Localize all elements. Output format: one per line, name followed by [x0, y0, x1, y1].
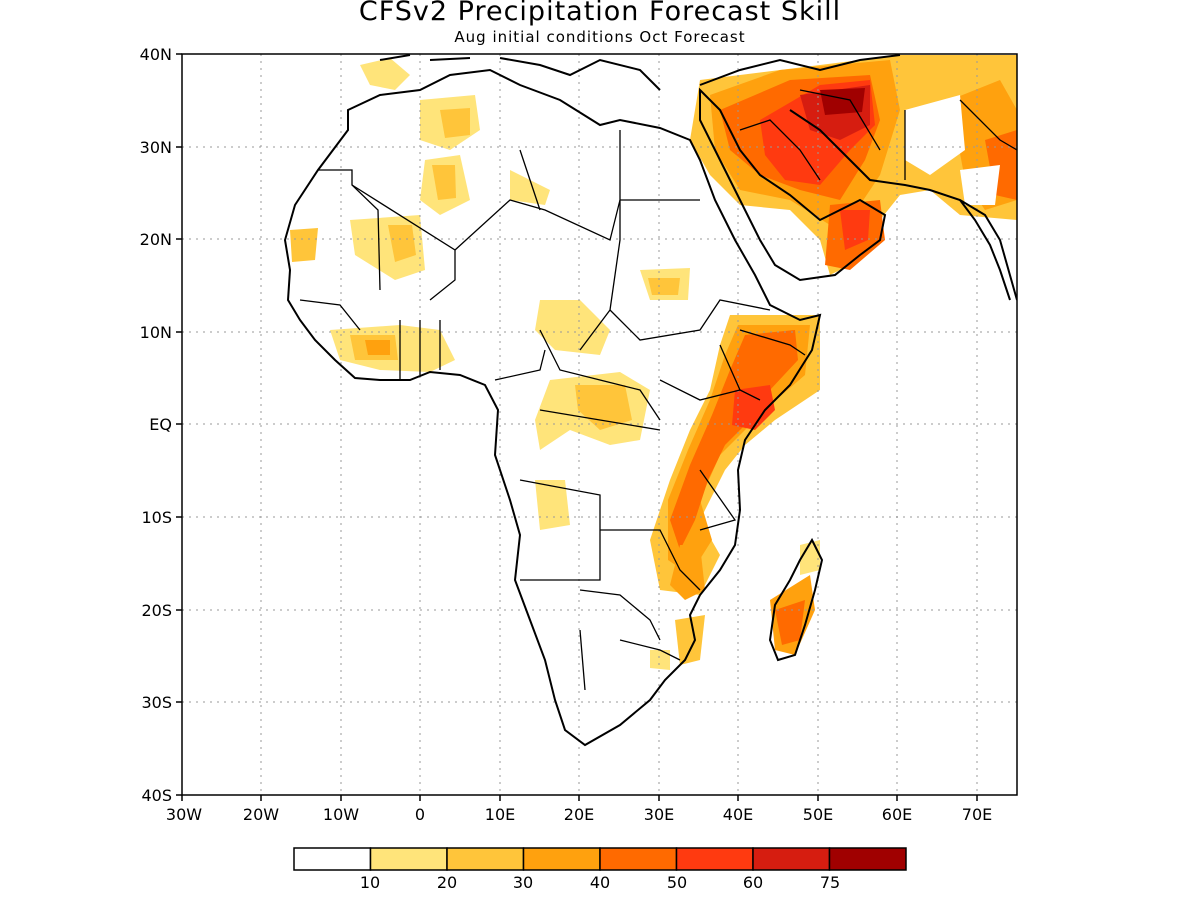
lat-label: 40S — [141, 786, 172, 805]
country-borders — [299, 89, 1017, 691]
lon-label: 0 — [415, 805, 425, 824]
colorbar-swatch — [599, 847, 678, 871]
colorbar-swatch — [446, 847, 525, 871]
colorbar-label: 75 — [820, 873, 840, 892]
colorbar-labels: 10 20 30 40 50 60 75 — [360, 873, 840, 892]
lat-label: 10N — [140, 323, 172, 342]
lat-label: 20N — [140, 230, 172, 249]
colorbar-swatch — [675, 847, 754, 871]
lon-label: 40E — [723, 805, 753, 824]
colorbar — [293, 847, 907, 871]
grid-lines — [182, 54, 1017, 795]
lon-label: 70E — [962, 805, 992, 824]
lon-label: 60E — [882, 805, 912, 824]
lon-label: 30E — [644, 805, 674, 824]
tick-marks — [176, 53, 978, 801]
lat-label: 30N — [140, 138, 172, 157]
colorbar-label: 50 — [667, 873, 687, 892]
colorbar-swatch — [369, 847, 448, 871]
colorbar-swatch — [828, 847, 907, 871]
colorbar-swatch — [293, 847, 372, 871]
colorbar-swatch — [522, 847, 601, 871]
colorbar-swatch — [752, 847, 831, 871]
lat-label: 20S — [141, 601, 172, 620]
lat-label: 40N — [140, 45, 172, 64]
lat-label: EQ — [149, 415, 172, 434]
colorbar-label: 40 — [590, 873, 610, 892]
colorbar-label: 30 — [513, 873, 533, 892]
lon-label: 20W — [243, 805, 279, 824]
lon-label: 10E — [485, 805, 515, 824]
chart-title: CFSv2 Precipitation Forecast Skill — [358, 0, 842, 27]
chart-subtitle: Aug initial conditions Oct Forecast — [454, 28, 746, 46]
lon-label: 50E — [803, 805, 833, 824]
lat-label: 30S — [141, 693, 172, 712]
colorbar-label: 60 — [743, 873, 763, 892]
lon-label: 20E — [564, 805, 594, 824]
skill-shading — [290, 55, 1017, 670]
coastlines — [283, 54, 1017, 747]
longitude-labels: 30W 20W 10W 0 10E 20E 30E 40E 50E 60E 70… — [166, 805, 992, 824]
lat-label: 10S — [141, 508, 172, 527]
lon-label: 10W — [323, 805, 359, 824]
colorbar-label: 10 — [360, 873, 380, 892]
lon-label: 30W — [166, 805, 202, 824]
colorbar-label: 20 — [437, 873, 457, 892]
latitude-labels: 40N 30N 20N 10N EQ 10S 20S 30S 40S — [140, 45, 172, 805]
